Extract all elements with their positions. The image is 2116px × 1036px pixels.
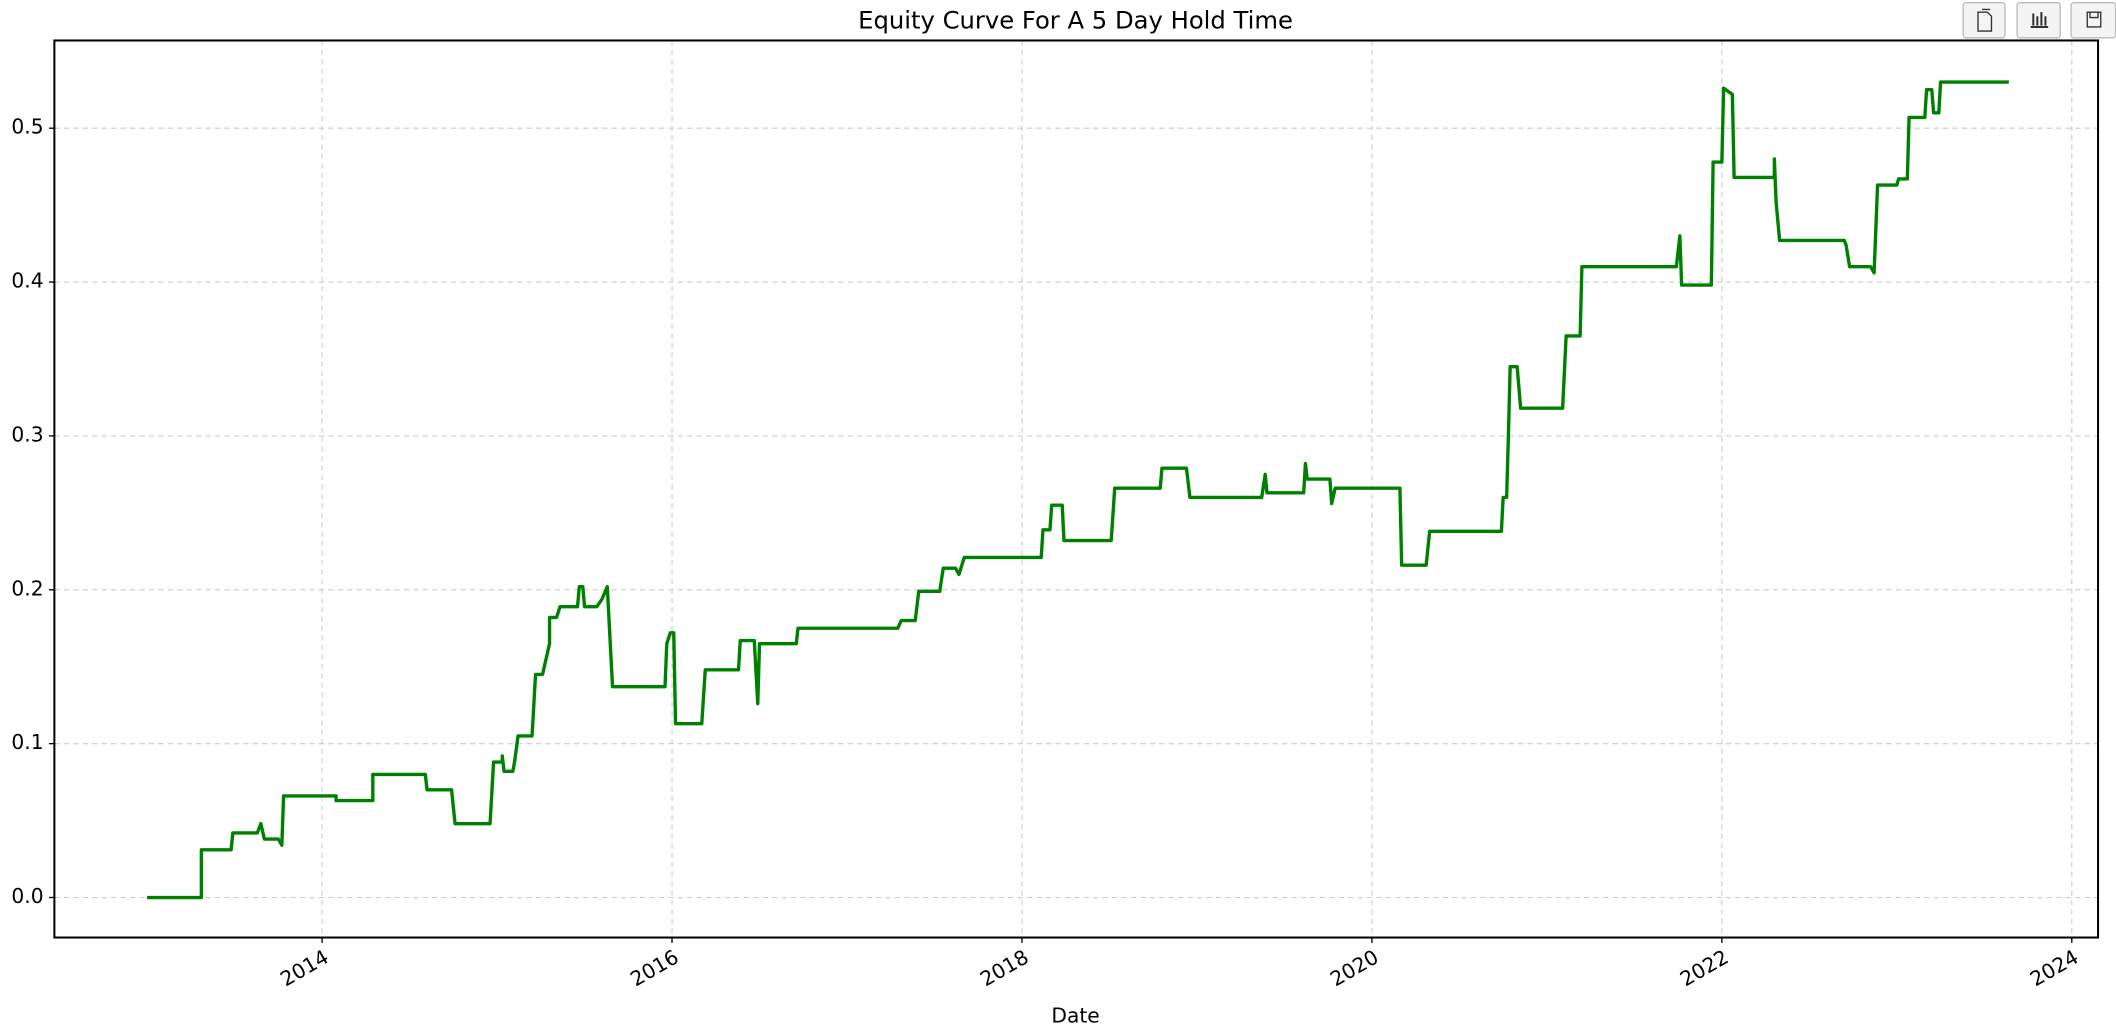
copy-button[interactable] (1962, 2, 2006, 39)
y-tick-label: 0.4 (11, 269, 43, 293)
y-tick-label: 0.0 (11, 884, 43, 908)
y-tick-label: 0.5 (11, 115, 43, 139)
plot-frame (53, 39, 2100, 939)
chart-button[interactable] (2016, 2, 2061, 39)
chart-title: Equity Curve For A 5 Day Hold Time (858, 6, 1293, 35)
save-button[interactable] (2070, 2, 2116, 39)
copy-icon (1977, 8, 1993, 32)
y-tick-label: 0.1 (11, 730, 43, 754)
chart-icon (2030, 12, 2049, 28)
toolbar (1962, 2, 2116, 39)
x-axis-label: Date (1051, 1004, 1099, 1028)
save-icon (2086, 11, 2102, 28)
y-tick-label: 0.2 (11, 576, 43, 600)
equity-line (147, 80, 2009, 900)
y-tick-label: 0.3 (11, 422, 43, 446)
